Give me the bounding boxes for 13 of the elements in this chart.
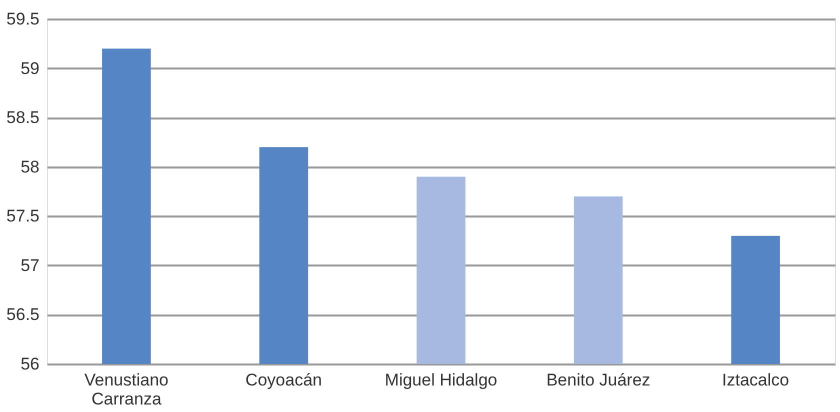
x-tick-label: Coyoacán	[245, 370, 322, 390]
y-tick-label: 59.5	[6, 10, 40, 28]
x-tick-label: Miguel Hidalgo	[384, 370, 498, 390]
y-tick-label: 58	[20, 157, 40, 176]
x-tick-label: Iztacalco	[722, 370, 790, 390]
x-tick-label: Benito Juárez	[546, 370, 650, 390]
y-tick-label: 57.5	[6, 206, 40, 226]
y-tick-label: 58.5	[6, 108, 40, 128]
y-tick-label: 56.5	[6, 305, 40, 324]
y-tick-label: 57	[20, 256, 40, 275]
y-tick-label: 59	[20, 58, 40, 78]
y-tick-label: 56	[20, 354, 40, 374]
x-tick-label: Venustiano Carranza	[84, 370, 168, 408]
